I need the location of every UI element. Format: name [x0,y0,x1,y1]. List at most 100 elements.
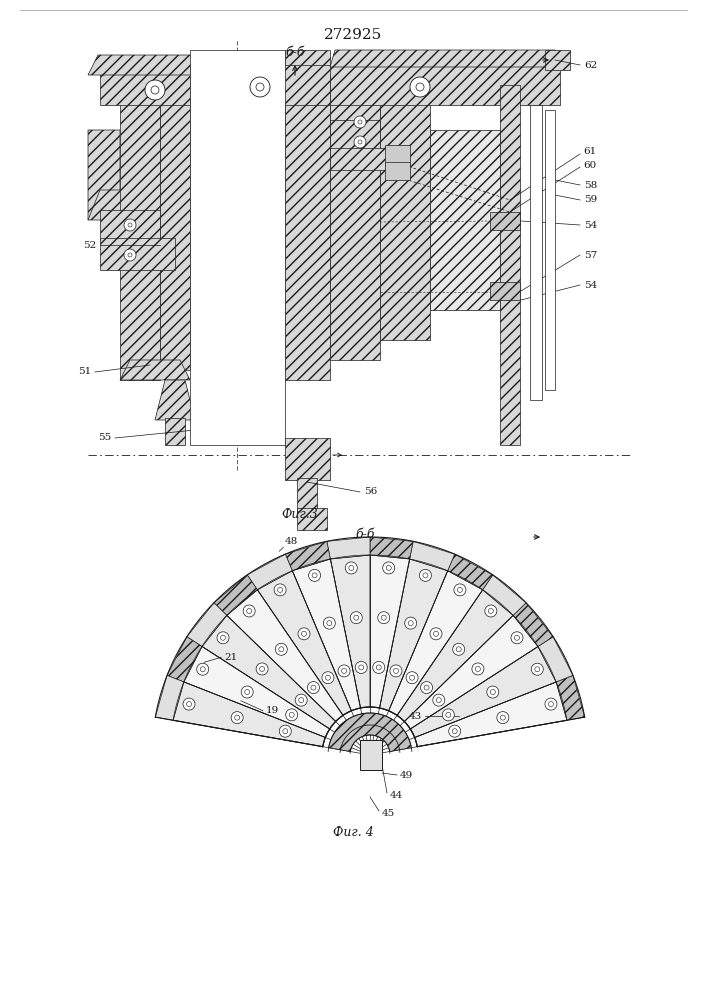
Circle shape [301,631,307,636]
Circle shape [350,612,362,624]
Circle shape [354,136,366,148]
Circle shape [274,584,286,596]
Polygon shape [330,148,390,170]
Circle shape [241,686,253,698]
Circle shape [145,80,165,100]
Circle shape [424,685,429,690]
Polygon shape [227,590,343,721]
Circle shape [456,647,461,652]
Polygon shape [545,110,555,390]
Circle shape [436,698,441,703]
Polygon shape [556,675,585,720]
Text: 19: 19 [266,706,279,715]
Circle shape [433,631,438,636]
Circle shape [289,712,294,717]
Circle shape [409,675,414,680]
Circle shape [349,565,354,570]
Polygon shape [370,555,409,708]
Circle shape [354,615,358,620]
Circle shape [423,573,428,578]
Polygon shape [330,120,380,150]
Polygon shape [214,575,257,615]
Text: 54: 54 [584,221,597,230]
Text: 57: 57 [584,250,597,259]
Circle shape [406,672,418,684]
Polygon shape [430,130,500,310]
Circle shape [312,573,317,578]
Polygon shape [385,162,410,180]
Polygon shape [100,210,160,240]
Polygon shape [410,646,556,737]
Circle shape [501,715,506,720]
Polygon shape [490,212,520,230]
Polygon shape [100,70,225,105]
Circle shape [275,643,287,655]
Polygon shape [292,559,361,711]
Circle shape [446,712,451,717]
Polygon shape [483,575,526,615]
Text: 272925: 272925 [324,28,382,42]
Circle shape [128,223,132,227]
Circle shape [283,729,288,734]
Polygon shape [285,50,330,380]
Circle shape [410,77,430,97]
Circle shape [472,663,484,675]
Polygon shape [404,615,538,729]
Polygon shape [330,75,380,360]
Circle shape [449,725,461,737]
Circle shape [341,668,346,673]
Circle shape [278,587,283,592]
Circle shape [200,667,205,672]
Circle shape [322,672,334,684]
Circle shape [308,682,320,694]
Polygon shape [330,555,370,708]
Polygon shape [202,615,336,729]
Polygon shape [397,590,513,721]
Polygon shape [285,438,330,480]
Circle shape [457,587,462,592]
Text: Фиг.3: Фиг.3 [281,508,318,522]
Polygon shape [297,478,317,510]
Polygon shape [389,571,483,715]
Circle shape [404,617,416,629]
Polygon shape [327,537,370,559]
Circle shape [358,665,363,670]
Circle shape [419,569,431,581]
Polygon shape [120,360,190,380]
Circle shape [235,715,240,720]
Circle shape [393,668,399,673]
Circle shape [408,621,413,626]
Circle shape [475,666,480,671]
Text: 51: 51 [78,367,91,376]
Text: 58: 58 [584,180,597,190]
Text: 44: 44 [390,790,403,800]
Polygon shape [88,190,130,220]
Circle shape [487,686,499,698]
Circle shape [534,667,540,672]
Circle shape [421,682,433,694]
Circle shape [515,635,520,640]
Polygon shape [380,559,448,711]
Polygon shape [415,682,567,747]
Circle shape [197,663,209,675]
Polygon shape [385,145,410,165]
Circle shape [545,698,557,710]
Text: б-б: б-б [285,45,305,58]
Polygon shape [530,105,542,400]
Circle shape [231,712,243,724]
Circle shape [345,562,357,574]
Circle shape [124,249,136,261]
Circle shape [256,83,264,91]
Polygon shape [513,603,553,646]
Text: б-б: б-б [355,528,375,542]
Polygon shape [88,130,120,220]
Circle shape [433,694,445,706]
Polygon shape [500,85,520,445]
Circle shape [128,253,132,257]
Polygon shape [297,508,327,530]
Circle shape [151,86,159,94]
Polygon shape [490,282,520,300]
Circle shape [308,569,320,581]
Circle shape [354,116,366,128]
Circle shape [452,643,464,655]
